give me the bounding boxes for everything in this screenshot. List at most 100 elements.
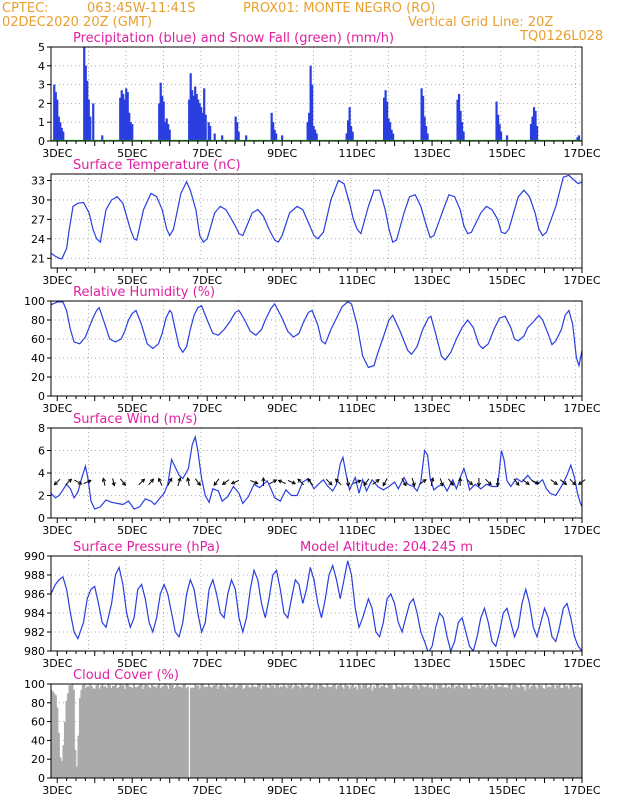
precip-bar <box>532 107 536 141</box>
cloud-bar <box>228 686 231 778</box>
cloud-bar <box>65 700 68 778</box>
cloud-bar <box>86 686 89 778</box>
cloud-bar <box>266 687 269 778</box>
cloud-bar <box>104 686 107 778</box>
wind-vector-head <box>562 481 568 486</box>
wind-vector <box>325 478 333 486</box>
wind-vector-head <box>140 478 146 483</box>
pressure-xtick-label: 9DEC <box>267 657 297 670</box>
precip-bar <box>89 116 92 141</box>
cloud-bar <box>515 685 518 778</box>
humidity-xtick-label: 13DEC <box>414 402 451 415</box>
precip-bar <box>125 88 128 141</box>
cloud-bar <box>537 684 540 778</box>
wind-vector-head <box>101 477 106 482</box>
cloud-bar <box>300 684 303 778</box>
cloud-bar <box>54 695 57 778</box>
precip-bar <box>237 131 240 141</box>
cloud-bar <box>500 686 503 778</box>
cloud-bar <box>368 686 371 778</box>
cloud-bar <box>456 686 459 778</box>
precip-bar <box>457 94 461 141</box>
cloud-bar <box>348 688 351 778</box>
cloud-bar <box>410 688 413 778</box>
cloud-bar <box>185 688 188 778</box>
precip-bar <box>165 118 168 141</box>
cloud-bar <box>105 687 108 778</box>
wind-vector-head <box>297 478 302 483</box>
cloud-bar <box>528 688 531 778</box>
precip-bar <box>382 97 386 141</box>
cloud-bar <box>263 685 266 778</box>
cloud-bar <box>447 686 450 778</box>
wind-vector <box>222 479 230 485</box>
wind-vector-head <box>230 480 236 485</box>
cloud-bar <box>137 685 140 778</box>
cloud-bar <box>549 687 552 778</box>
wind-vector <box>187 477 190 487</box>
cloud-bar <box>512 684 515 778</box>
temp-xtick-label: 11DEC <box>339 274 376 287</box>
cloud-bar <box>347 685 350 778</box>
wind-xtick-label: 17DEC <box>563 524 600 537</box>
cloud-bar <box>320 684 323 778</box>
precip-bar <box>129 122 132 141</box>
cloud-bar <box>69 685 72 778</box>
wind-vector-head <box>476 482 482 488</box>
humidity-chart: Relative Humidity (%) 0 20 40 60 80 100 3DEC 5DE… <box>24 285 601 415</box>
cloud-bar <box>51 691 54 778</box>
cloud-bar <box>359 685 362 778</box>
precip-xtick-label: 11DEC <box>339 147 376 160</box>
cloud-bar <box>504 687 507 778</box>
precip-bar <box>423 116 426 141</box>
cloud-bar <box>536 688 539 778</box>
wind-vector-head <box>515 481 520 487</box>
cloud-bar <box>506 687 509 778</box>
cloud-bar <box>440 684 443 778</box>
precip-bar <box>576 137 579 141</box>
cloud-bar <box>134 686 137 778</box>
wind-vector-head <box>87 479 92 484</box>
cloud-bar <box>273 688 276 778</box>
cloud-ytick-label: 100 <box>24 678 45 691</box>
humidity-xtick-label: 5DEC <box>117 402 147 415</box>
cloud-bar <box>210 687 213 778</box>
cloud-bar <box>143 685 146 778</box>
cloud-bar <box>206 687 209 778</box>
cloud-bar <box>119 684 122 778</box>
cloud-bar <box>167 688 170 778</box>
cloud-xtick-label: 13DEC <box>414 784 451 797</box>
temp-ytick-label: 27 <box>31 213 45 226</box>
precip-ytick-label: 4 <box>38 60 45 73</box>
cloud-bar <box>521 686 524 778</box>
cloud-bar <box>395 684 398 778</box>
wind-vector-head <box>422 478 427 483</box>
precip-bar <box>236 122 239 141</box>
wind-vector <box>250 479 258 485</box>
temp-frame <box>50 173 583 269</box>
cloud-bar <box>77 735 80 778</box>
cloud-bar <box>180 687 183 778</box>
precip-bar <box>529 124 533 141</box>
cloud-bar <box>83 684 86 778</box>
wind-vector-head <box>291 480 297 485</box>
cloud-bar <box>215 684 218 778</box>
cloud-bar <box>354 686 357 778</box>
wind-vector <box>559 479 567 485</box>
precip-bar <box>62 131 65 141</box>
cloud-bar <box>87 686 90 778</box>
header-source: CPTEC: <box>2 1 49 16</box>
cloud-bar <box>344 684 347 778</box>
pressure-ytick-label: 984 <box>24 607 45 620</box>
wind-vector-head <box>553 481 558 486</box>
cloud-bar <box>533 684 536 778</box>
cloud-bar <box>299 688 302 778</box>
cloud-bar <box>357 684 360 778</box>
cloud-bar <box>384 687 387 778</box>
cloud-bar <box>116 688 119 778</box>
cloud-ytick-label: 20 <box>31 753 45 766</box>
humidity-ytick-label: 40 <box>31 352 45 365</box>
cloud-bar <box>489 685 492 778</box>
humidity-ytick-label: 60 <box>31 333 45 346</box>
precip-bar <box>197 99 200 141</box>
